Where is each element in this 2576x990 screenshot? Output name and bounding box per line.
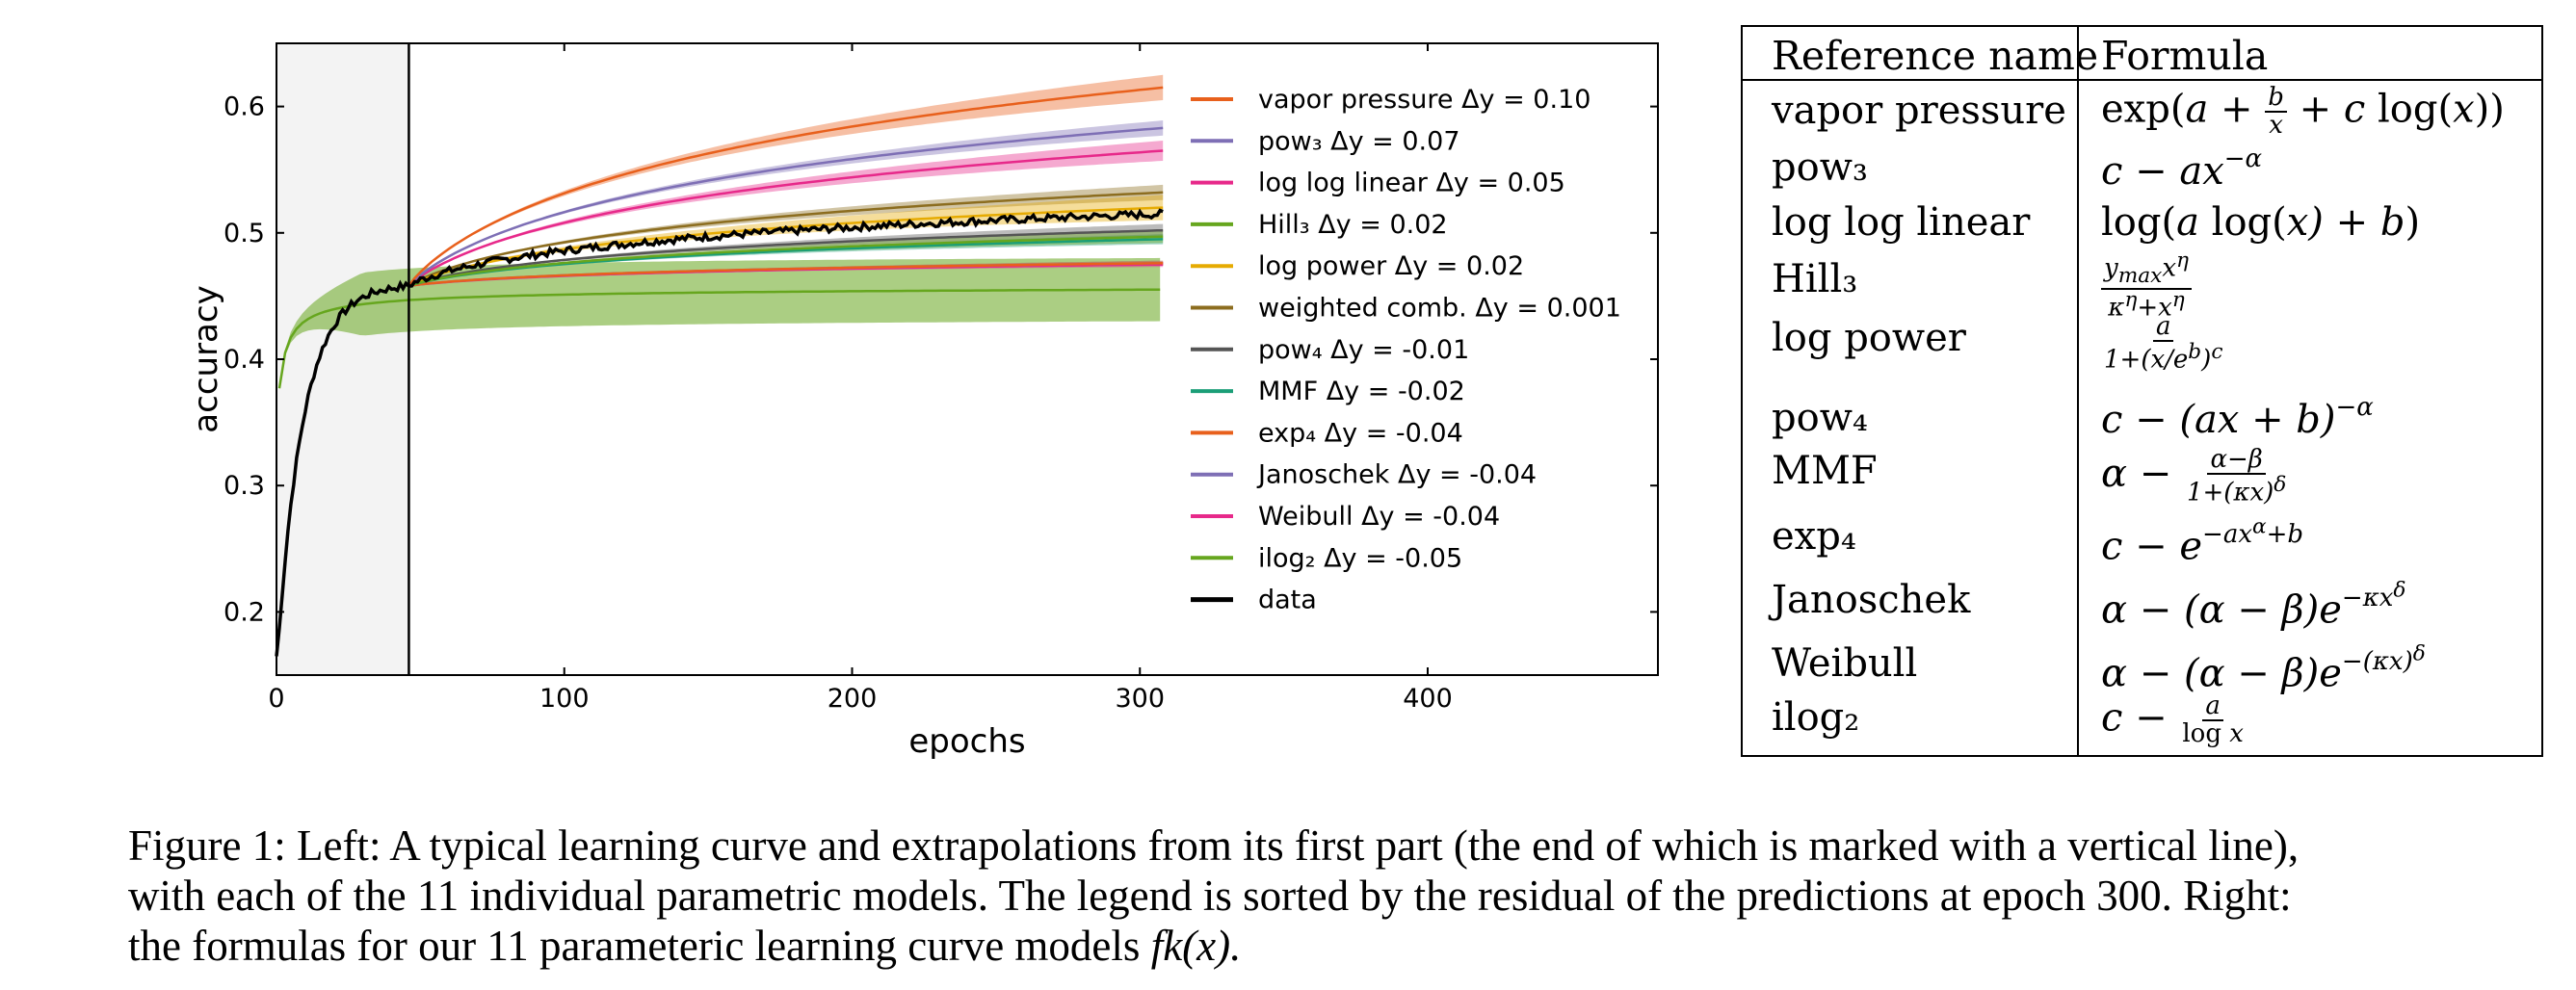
table-header-rule — [1743, 79, 2541, 81]
table-row-formula: α − (α − β)e−κxδ — [2101, 578, 2406, 633]
legend-label: pow₃ Δy = 0.07 — [1258, 126, 1460, 156]
y-tick-label: 0.5 — [223, 219, 265, 248]
y-tick-label: 0.6 — [223, 92, 265, 122]
legend-label: log power Δy = 0.02 — [1258, 251, 1524, 281]
table-row-name: vapor pressure — [1772, 89, 2066, 133]
legend-label: weighted comb. Δy = 0.001 — [1258, 294, 1621, 324]
table-row-name: Weibull — [1772, 641, 1918, 686]
x-tick-label: 300 — [1115, 684, 1165, 714]
chart-legend: vapor pressure Δy = 0.10 pow₃ Δy = 0.07 lo… — [1191, 85, 1621, 615]
table-row-name: Hill₃ — [1772, 257, 1858, 301]
legend-label: vapor pressure Δy = 0.10 — [1258, 85, 1590, 115]
table-row-name: MMF — [1772, 449, 1878, 493]
table-row-formula: c − e−axα+b — [2101, 514, 2304, 569]
table-row-formula: log(a log(x) + b) — [2101, 200, 2421, 245]
y-axis-label: accuracy — [187, 285, 225, 432]
series-line-exp4 — [408, 262, 1164, 288]
table-row-formula: a 1+(x/eb)c — [2104, 312, 2223, 375]
uncertainty-band-ilog2 — [279, 257, 1161, 390]
y-tick-label: 0.2 — [223, 597, 265, 627]
series-line-log-log-linear — [407, 149, 1164, 287]
series-line-weighted-comb. — [407, 191, 1164, 287]
uncertainty-band-pow4 — [408, 223, 1164, 286]
table-row-formula: c − (ax + b)−α — [2101, 393, 2374, 442]
table-row-name: Janoschek — [1772, 578, 1971, 622]
uncertainty-band-log-power — [408, 195, 1164, 286]
formula-table: Reference name Formula vapor pressure ex… — [1741, 25, 2543, 757]
series-line-pow4 — [407, 228, 1164, 288]
figure-caption: Figure 1: Left: A typical learning curve… — [128, 821, 2556, 971]
table-row-formula: ymaxxη κη+xη — [2101, 249, 2193, 322]
x-tick-label: 100 — [539, 684, 590, 714]
series-line-pow3 — [407, 126, 1164, 287]
x-tick-label: 400 — [1403, 684, 1453, 714]
table-row-name: exp₄ — [1772, 514, 1856, 559]
legend-label: ilog₂ Δy = -0.05 — [1258, 543, 1462, 573]
table-header-formula: Formula — [2101, 33, 2269, 79]
table-row-formula: c − ax−α — [2101, 144, 2263, 194]
table-row-name: ilog₂ — [1772, 695, 1860, 740]
caption-line: the formulas for our 11 parameteric lear… — [128, 921, 2556, 971]
legend-label: Janoschek Δy = -0.04 — [1256, 460, 1537, 490]
table-row-name: log power — [1772, 316, 1966, 360]
x-tick-label: 200 — [828, 684, 878, 714]
caption-text: the formulas for our 11 parameteric lear… — [128, 922, 1141, 970]
uncertainty-band-Weibull — [408, 262, 1164, 286]
observed-region-shading — [276, 43, 409, 675]
y-tick-label: 0.3 — [223, 471, 265, 501]
series-line-vapor-pressure — [407, 86, 1164, 287]
legend-label: data — [1258, 586, 1317, 615]
table-row-name: log log linear — [1772, 200, 2031, 245]
legend-label: Weibull Δy = -0.04 — [1258, 502, 1500, 532]
table-divider — [2077, 27, 2079, 755]
table-row-formula: α − α−β 1+(κx)δ — [2101, 445, 2287, 508]
table-row-name: pow₃ — [1772, 145, 1868, 190]
table-row-formula: c − a log x — [2101, 691, 2244, 749]
series-line-ilog2 — [277, 288, 1161, 389]
learning-curve-chart: 0 100 200 300 400 0.2 0.3 0.4 0.5 0.6 epochs accu… — [187, 42, 1659, 761]
x-axis-label: epochs — [908, 722, 1025, 761]
x-tick-label: 0 — [268, 684, 284, 714]
uncertainty-band-weighted-comb. — [408, 184, 1164, 286]
series-line-Hill3 — [408, 235, 1164, 288]
uncertainty-band-MMF — [408, 234, 1164, 286]
legend-label: MMF Δy = -0.02 — [1258, 377, 1465, 406]
table-row-name: pow₄ — [1772, 396, 1868, 440]
caption-math: fk(x). — [1150, 922, 1242, 970]
legend-label: exp₄ Δy = -0.04 — [1258, 418, 1463, 448]
table-header-name: Reference name — [1772, 33, 2099, 79]
caption-line: with each of the 11 individual parametri… — [128, 872, 2292, 920]
series-line-data — [275, 208, 1164, 657]
legend-label: pow₄ Δy = -0.01 — [1258, 335, 1469, 365]
y-tick-label: 0.4 — [223, 345, 265, 375]
caption-line: Figure 1: Left: A typical learning curve… — [128, 821, 2300, 870]
table-row-formula: α − (α − β)e−(κx)δ — [2101, 641, 2426, 696]
legend-label: Hill₃ Δy = 0.02 — [1258, 210, 1448, 240]
legend-label: log log linear Δy = 0.05 — [1258, 169, 1565, 198]
uncertainty-band-pow3 — [408, 120, 1164, 286]
